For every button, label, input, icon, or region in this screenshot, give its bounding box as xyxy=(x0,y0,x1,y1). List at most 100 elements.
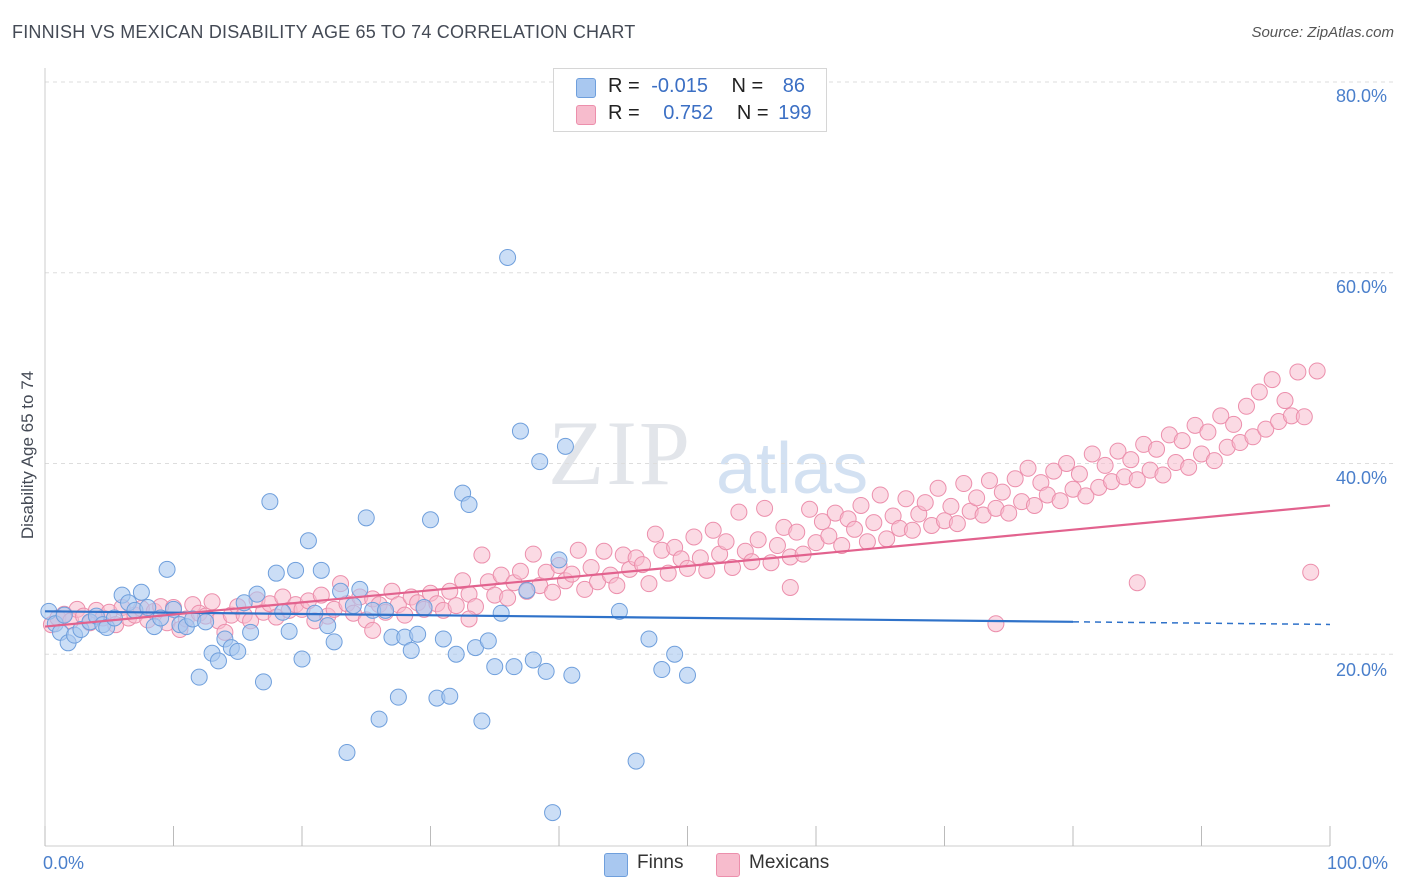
watermark-zip: ZIP xyxy=(548,402,692,504)
mexicans-point xyxy=(942,497,960,515)
finns-point xyxy=(473,712,491,730)
finns-point xyxy=(357,509,375,527)
finns-point xyxy=(505,658,523,676)
mexicans-point xyxy=(955,475,973,493)
finns-point xyxy=(415,599,433,617)
finns-point xyxy=(209,652,227,670)
mexicans-point xyxy=(1250,383,1268,401)
mexicans-point xyxy=(646,525,664,543)
mexicans-point xyxy=(903,521,921,539)
mexicans-point xyxy=(852,496,870,514)
mexicans-point xyxy=(1237,397,1255,415)
mexicans-point xyxy=(473,546,491,564)
mexicans-point xyxy=(1109,442,1127,460)
mexicans-point xyxy=(1051,492,1069,510)
finns-point xyxy=(351,580,369,598)
mexicans-point xyxy=(563,565,581,583)
finns-point xyxy=(511,422,529,440)
finns-point xyxy=(563,666,581,684)
finns-point xyxy=(312,561,330,579)
mexicans-point xyxy=(1173,432,1191,450)
mexicans-point xyxy=(743,553,761,571)
mexicans-point xyxy=(1289,363,1307,381)
mexicans-point xyxy=(1295,408,1313,426)
finns-legend-label: Finns xyxy=(637,852,684,873)
mexicans-point xyxy=(871,486,889,504)
mexicans-point xyxy=(499,589,517,607)
finns-point xyxy=(55,606,73,624)
finns-point xyxy=(105,609,123,627)
finns-point xyxy=(479,632,497,650)
mexicans-point xyxy=(640,575,658,593)
mexicans-point xyxy=(679,559,696,577)
mexicans-point xyxy=(1225,415,1243,433)
finns-point xyxy=(377,601,395,619)
mexicans-point xyxy=(948,515,966,533)
mexicans-point xyxy=(846,520,864,538)
mexicans-point xyxy=(1077,487,1095,505)
mexicans-point xyxy=(1276,392,1294,410)
mexicans-point xyxy=(1019,459,1037,477)
mexicans-point xyxy=(1302,563,1320,581)
mexicans-point xyxy=(1128,574,1146,592)
mexicans-legend-swatch xyxy=(716,853,740,877)
mexicans-point xyxy=(544,583,562,601)
finns-point xyxy=(248,585,266,603)
finns-trend-line xyxy=(44,610,1074,623)
x-tick-0: 0.0% xyxy=(43,853,85,873)
finns-point xyxy=(486,658,504,676)
y-tick-60: 60.0% xyxy=(1336,277,1388,297)
mexicans-point xyxy=(1205,452,1223,470)
finns-point xyxy=(402,641,420,659)
mexicans-point xyxy=(1083,445,1101,463)
mexicans-point xyxy=(781,578,799,596)
mexicans-point xyxy=(833,537,851,555)
finns-point xyxy=(344,597,362,615)
y-tick-40: 40.0% xyxy=(1336,468,1388,488)
finns-point xyxy=(434,630,452,648)
mexicans-point xyxy=(441,582,459,600)
finns-point xyxy=(653,661,671,679)
finns-point xyxy=(158,560,176,578)
mexicans-point xyxy=(1180,458,1198,476)
mexicans-legend-label: Mexicans xyxy=(749,852,830,873)
mexicans-point xyxy=(987,615,1005,633)
finns-point xyxy=(640,630,658,648)
mexicans-r-label: R = xyxy=(608,102,640,124)
finns-point xyxy=(254,673,272,691)
mexicans-point xyxy=(1154,466,1172,484)
finns-point xyxy=(229,642,247,660)
mexicans-point xyxy=(929,479,947,497)
mexicans-point xyxy=(1212,407,1230,425)
finns-point xyxy=(267,564,285,582)
mexicans-point xyxy=(878,530,896,548)
source-label: Source: ZipAtlas.com xyxy=(1251,24,1394,41)
mexicans-point xyxy=(1244,428,1262,446)
finns-point xyxy=(332,582,350,600)
finns-point xyxy=(627,752,645,770)
correlation-legend: R = -0.015 N = 86 R = 0.752 N = 199 xyxy=(553,68,827,132)
finns-point xyxy=(518,581,536,599)
mexicans-point xyxy=(717,533,735,551)
mexicans-point xyxy=(1058,455,1076,472)
finns-point xyxy=(544,804,562,822)
mexicans-point xyxy=(756,499,774,517)
mexicans-points xyxy=(42,362,1326,641)
mexicans-trend-line xyxy=(44,504,1331,628)
finns-point xyxy=(242,623,260,641)
mexicans-point xyxy=(524,545,542,563)
finns-point xyxy=(197,613,215,631)
finns-point xyxy=(370,710,388,728)
finns-point xyxy=(666,645,684,663)
mexicans-point xyxy=(813,513,831,531)
mexicans-n-value: 199 xyxy=(778,102,812,124)
finns-point xyxy=(441,687,459,705)
mexicans-point xyxy=(608,577,626,595)
mexicans-point xyxy=(1263,371,1281,389)
mexicans-point xyxy=(704,521,722,539)
mexicans-point xyxy=(1199,423,1217,441)
finns-point xyxy=(556,437,574,455)
mexicans-point xyxy=(1308,362,1326,380)
mexicans-point xyxy=(595,542,613,560)
